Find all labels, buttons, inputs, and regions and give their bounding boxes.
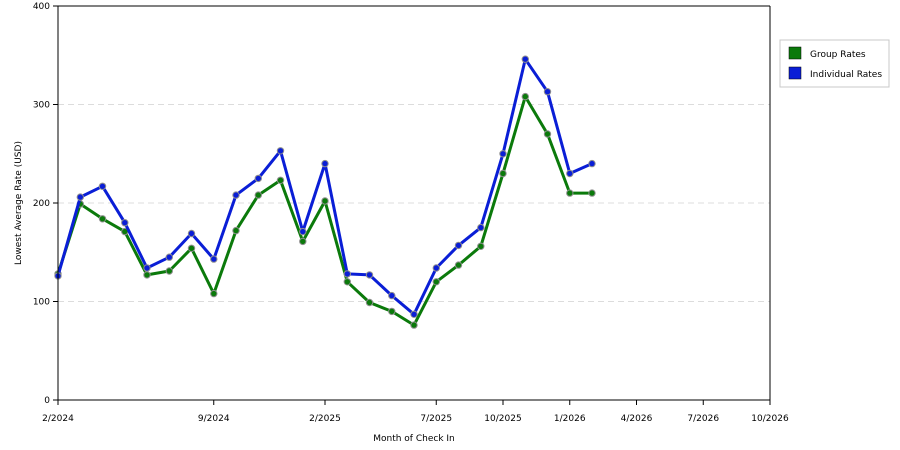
series-lines (54, 55, 596, 329)
data-point-individual-rates (98, 182, 107, 191)
data-point-individual-rates (76, 193, 85, 201)
data-point-group-rates (566, 189, 574, 197)
legend-swatch-individual-rates (788, 66, 802, 80)
data-point-individual-rates (454, 241, 463, 250)
x-tick-label: 2/2024 (42, 414, 74, 424)
data-point-group-rates (143, 271, 151, 279)
data-point-group-rates (232, 226, 240, 235)
y-tick-label: 100 (33, 298, 50, 308)
y-tick-label: 300 (33, 101, 50, 111)
data-point-individual-rates (165, 253, 174, 261)
data-point-individual-rates (254, 174, 262, 183)
y-axis-title: Lowest Average Rate (USD) (14, 141, 24, 265)
x-tick-label: 10/2025 (484, 414, 521, 424)
data-point-individual-rates (232, 191, 240, 199)
data-point-individual-rates (187, 229, 196, 238)
data-point-group-rates (98, 215, 107, 223)
legend-swatch-group-rates (788, 46, 802, 60)
legend-label-individual-rates: Individual Rates (810, 70, 882, 80)
x-tick-label: 4/2026 (621, 414, 653, 424)
series-line-group-rates (56, 95, 592, 327)
data-point-group-rates (588, 189, 596, 197)
data-point-individual-rates (299, 227, 307, 236)
y-tick-label: 0 (44, 396, 50, 406)
data-point-individual-rates (365, 271, 374, 279)
data-point-group-rates (521, 92, 529, 101)
data-point-individual-rates (566, 169, 574, 178)
data-point-group-rates (321, 197, 329, 205)
data-point-group-rates (499, 169, 507, 178)
legend: Group Rates Individual Rates (779, 39, 890, 88)
data-point-group-rates (388, 307, 396, 316)
data-point-individual-rates (276, 147, 285, 155)
data-point-group-rates (254, 191, 262, 199)
legend-label-group-rates: Group Rates (810, 50, 866, 60)
data-point-group-rates (365, 298, 374, 307)
y-tick-label: 400 (33, 2, 50, 12)
y-tick-label: 200 (33, 199, 50, 209)
x-tick-label: 2/2025 (309, 414, 341, 424)
x-axis-title: Month of Check In (373, 434, 455, 444)
data-point-individual-rates (143, 264, 151, 272)
data-point-individual-rates (410, 310, 418, 318)
tick-labels: 0 100 200 300 400 2/2024 9/2024 2/2025 7/2025 10/… (33, 2, 789, 424)
data-point-group-rates (454, 261, 463, 269)
data-point-individual-rates (588, 159, 596, 168)
data-point-group-rates (432, 278, 440, 286)
data-point-group-rates (299, 237, 307, 246)
data-point-individual-rates (432, 264, 440, 272)
x-tick-label: 1/2026 (554, 414, 586, 424)
data-point-group-rates (187, 244, 196, 253)
data-point-group-rates (543, 130, 552, 138)
data-point-group-rates (410, 321, 418, 329)
x-tick-label: 7/2025 (420, 414, 452, 424)
x-tick-label: 7/2026 (687, 414, 719, 424)
data-point-individual-rates (121, 219, 129, 227)
data-point-group-rates (343, 278, 351, 286)
data-point-group-rates (477, 242, 485, 251)
data-point-individual-rates (343, 270, 351, 278)
data-point-individual-rates (210, 255, 218, 263)
data-point-group-rates (210, 289, 218, 298)
data-point-individual-rates (521, 55, 529, 63)
data-point-individual-rates (388, 291, 396, 300)
data-point-individual-rates (543, 88, 552, 96)
data-point-group-rates (276, 176, 285, 185)
x-tick-label: 10/2026 (751, 414, 789, 424)
data-point-individual-rates (321, 159, 329, 168)
data-point-group-rates (165, 267, 174, 275)
x-tick-label: 9/2024 (198, 414, 230, 424)
grid-lines (58, 104, 770, 302)
data-point-individual-rates (477, 223, 485, 232)
series-line-individual-rates (56, 57, 593, 316)
data-point-individual-rates (499, 150, 507, 158)
